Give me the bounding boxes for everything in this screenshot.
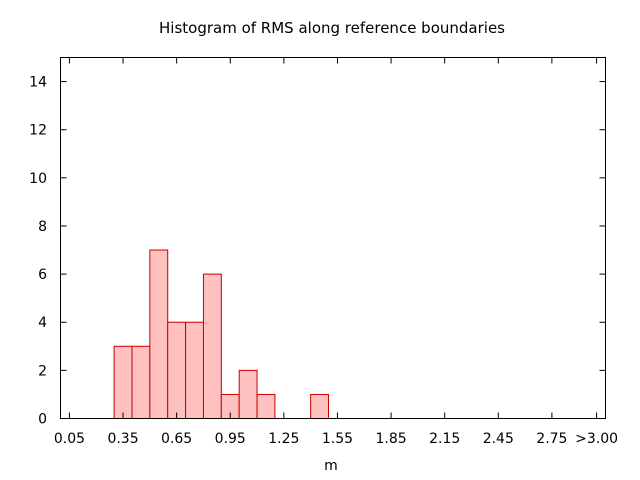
histogram-bar	[238, 369, 258, 420]
x-tick-label: 1.85	[375, 431, 406, 447]
y-tick-label: 6	[38, 267, 47, 283]
x-tick-label: >3.00	[575, 431, 618, 447]
chart-title: Histogram of RMS along reference boundar…	[159, 19, 505, 37]
y-tick-label: 12	[29, 123, 47, 139]
y-tick-label: 8	[38, 219, 47, 235]
x-tick-label: 1.55	[322, 431, 353, 447]
x-tick-label: 0.05	[54, 431, 85, 447]
x-tick-label: 1.25	[268, 431, 299, 447]
axis-ticks	[60, 57, 606, 419]
x-tick-labels: 0.05 0.35 0.65 0.95 1.25 1.55 1.85 2.15 2.45 2.75…	[54, 431, 618, 447]
x-tick-label: 0.95	[215, 431, 246, 447]
plot-frame	[60, 57, 606, 419]
x-axis-label: m	[324, 458, 338, 474]
histogram-bar	[310, 393, 330, 419]
x-tick-label: 0.35	[107, 431, 138, 447]
histogram-bar	[131, 345, 151, 419]
x-tick-label: 2.45	[483, 431, 514, 447]
y-tick-label: 4	[38, 315, 47, 331]
x-tick-label: 0.65	[161, 431, 192, 447]
histogram-bar	[185, 321, 204, 420]
x-tick-label: 2.75	[536, 431, 567, 447]
y-tick-labels: 0 2 4 6 8 10 12 14	[29, 75, 47, 428]
y-tick-label: 2	[38, 363, 47, 379]
x-tick-label: 2.15	[429, 431, 460, 447]
y-tick-label: 14	[29, 75, 47, 91]
histogram-bar	[113, 345, 133, 419]
histogram-bar	[202, 273, 222, 419]
y-tick-label: 0	[38, 412, 47, 428]
histogram-bar	[256, 393, 276, 419]
y-tick-label: 10	[29, 171, 47, 187]
histogram-bars	[113, 249, 330, 420]
histogram-bar	[149, 249, 169, 419]
histogram-bar	[167, 321, 187, 420]
